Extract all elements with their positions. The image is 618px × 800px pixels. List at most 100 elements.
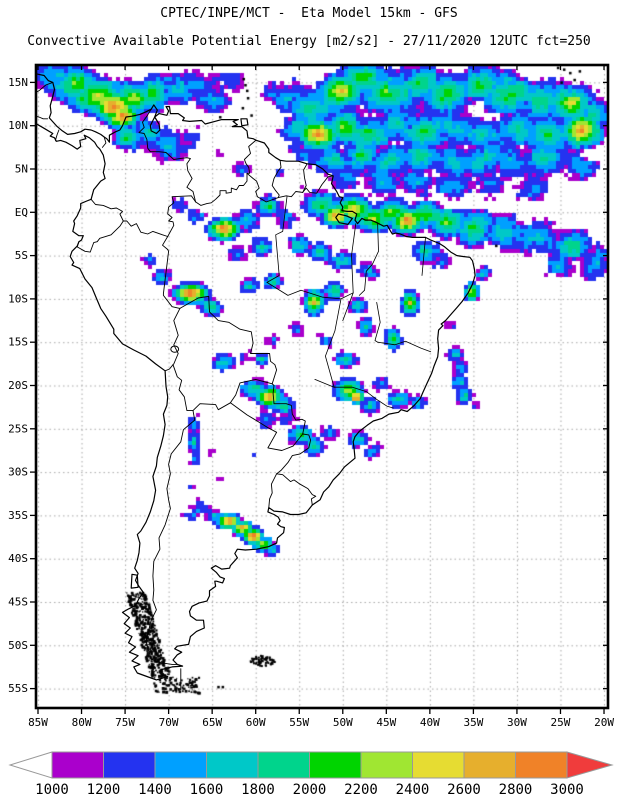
state-border bbox=[325, 298, 342, 388]
state-border bbox=[358, 222, 379, 296]
colorbar-segment bbox=[51, 751, 104, 779]
colorbar-label: 2600 bbox=[447, 782, 481, 798]
colorbar-label: 2800 bbox=[499, 782, 533, 798]
coastline bbox=[149, 116, 161, 135]
country-border bbox=[268, 191, 304, 202]
country-border bbox=[122, 220, 169, 250]
axes: 15N 10N 5N EQ 5S 10S 15S 20S 25S 30S 35S 40S 45S 50S 5… bbox=[8, 65, 614, 729]
colorbar-label: 1000 bbox=[35, 782, 69, 798]
country-border bbox=[272, 385, 306, 435]
lat-tick-label: 15N bbox=[8, 76, 28, 89]
map-overlay: 15N 10N 5N EQ 5S 10S 15S 20S 25S 30S 35S 40S 45S 50S 5… bbox=[8, 63, 614, 729]
state-border bbox=[374, 302, 381, 343]
lat-tick-label: 55S bbox=[8, 682, 28, 695]
lon-tick-label: 75W bbox=[115, 716, 135, 729]
country-border bbox=[302, 175, 334, 194]
state-border bbox=[266, 282, 354, 300]
colorbar-label: 2400 bbox=[396, 782, 430, 798]
country-border bbox=[36, 81, 54, 93]
colorbar-label: 2200 bbox=[344, 782, 378, 798]
lat-tick-label: 45S bbox=[8, 596, 28, 609]
country-border bbox=[302, 163, 308, 193]
colorbar-label: 1200 bbox=[87, 782, 121, 798]
country-border bbox=[172, 364, 194, 412]
page-title: CPTEC/INPE/MCT - Eta Model 15km - GFS bbox=[160, 6, 458, 21]
lat-tick-label: 10S bbox=[8, 292, 28, 305]
country-border bbox=[138, 108, 197, 203]
lon-tick-label: 85W bbox=[28, 716, 48, 729]
country-border bbox=[167, 195, 197, 237]
country-border bbox=[276, 433, 312, 475]
state-border bbox=[314, 379, 335, 388]
colorbar: 1000 1200 1400 1600 1800 2000 2200 2400 2600 2800… bbox=[8, 751, 614, 798]
country-border bbox=[195, 172, 248, 206]
colorbar-segment bbox=[360, 751, 413, 779]
colorbar-segment bbox=[412, 751, 465, 779]
colorbar-segment bbox=[103, 751, 156, 779]
cape-field-canvas bbox=[36, 65, 608, 708]
colorbar-label: 1400 bbox=[138, 782, 172, 798]
lat-tick-label: 30S bbox=[8, 466, 28, 479]
colorbar-labels: 1000 1200 1400 1600 1800 2000 2200 2400 2600 2800… bbox=[35, 782, 584, 798]
lat-tick-label: 10N bbox=[8, 119, 28, 132]
country-border bbox=[145, 410, 196, 665]
lon-tick-label: 50W bbox=[333, 716, 353, 729]
coastline bbox=[335, 213, 353, 225]
state-border bbox=[421, 237, 426, 276]
plot-subtitle: Convective Available Potential Energy [m… bbox=[27, 34, 591, 49]
country-border bbox=[276, 473, 317, 506]
country-border bbox=[76, 220, 124, 253]
lake-titicaca bbox=[170, 345, 180, 353]
lat-tick-label: 5S bbox=[15, 249, 28, 262]
colorbar-label: 1600 bbox=[190, 782, 224, 798]
geography-layer bbox=[36, 73, 476, 690]
country-border bbox=[246, 172, 270, 203]
country-border bbox=[229, 378, 273, 404]
country-border bbox=[54, 129, 60, 141]
state-border bbox=[342, 223, 357, 321]
lat-tick-label: 35S bbox=[8, 509, 28, 522]
lon-tick-label: 35W bbox=[463, 716, 483, 729]
lon-tick-label: 45W bbox=[376, 716, 396, 729]
state-border bbox=[266, 196, 288, 283]
colorbar-segment bbox=[154, 751, 207, 779]
lat-tick-label: EQ bbox=[15, 206, 28, 219]
colorbar-label: 3000 bbox=[550, 782, 584, 798]
country-border bbox=[267, 431, 304, 451]
country-border bbox=[164, 364, 174, 372]
colorbar-label: 2000 bbox=[293, 782, 327, 798]
lon-tick-label: 40W bbox=[420, 716, 440, 729]
colorbar-segment bbox=[463, 751, 516, 779]
lat-tick-label: 20S bbox=[8, 379, 28, 392]
country-border bbox=[243, 139, 257, 174]
colorbar-segment bbox=[206, 751, 259, 779]
lon-tick-label: 30W bbox=[507, 716, 527, 729]
coastline bbox=[240, 118, 249, 127]
country-border bbox=[268, 473, 278, 509]
lon-tick-label: 80W bbox=[72, 716, 92, 729]
country-border bbox=[172, 307, 181, 366]
country-border bbox=[229, 402, 278, 433]
lat-tick-label: 5N bbox=[15, 163, 28, 176]
colorbar-under-arrow bbox=[8, 751, 53, 779]
lat-tick-label: 25S bbox=[8, 422, 28, 435]
state-border bbox=[333, 386, 394, 409]
lon-tick-label: 25W bbox=[551, 716, 571, 729]
colorbar-segment bbox=[257, 751, 310, 779]
country-border bbox=[162, 249, 181, 309]
map-frame bbox=[34, 63, 610, 710]
coastline bbox=[36, 73, 476, 681]
lat-tick-label: 40S bbox=[8, 552, 28, 565]
coastline bbox=[130, 573, 139, 589]
country-border bbox=[192, 402, 231, 412]
country-border bbox=[179, 295, 278, 386]
lon-tick-label: 55W bbox=[289, 716, 309, 729]
lat-tick-label: 50S bbox=[8, 639, 28, 652]
colorbar-over-arrow bbox=[566, 751, 614, 779]
colorbar-segment bbox=[309, 751, 362, 779]
state-border bbox=[377, 340, 432, 353]
lon-tick-label: 20W bbox=[594, 716, 614, 729]
colorbar-segment bbox=[515, 751, 568, 779]
country-border bbox=[90, 198, 124, 222]
